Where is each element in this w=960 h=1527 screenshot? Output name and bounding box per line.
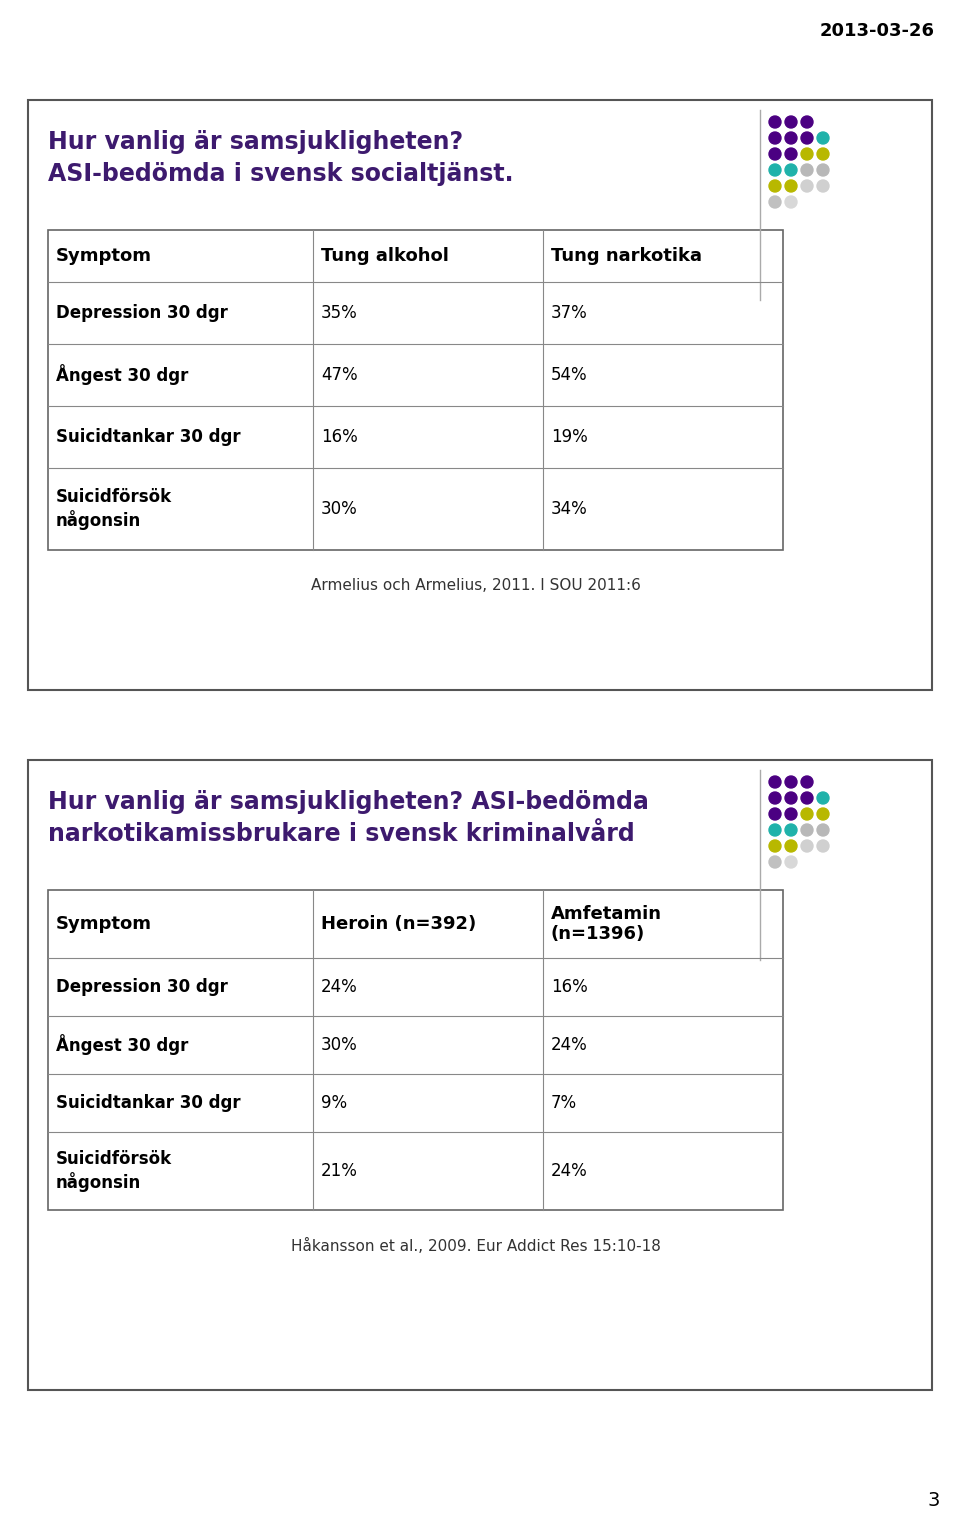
- Text: 3: 3: [927, 1490, 940, 1510]
- Text: 54%: 54%: [551, 366, 588, 383]
- Circle shape: [817, 148, 829, 160]
- Circle shape: [801, 148, 813, 160]
- Text: Ångest 30 dgr: Ångest 30 dgr: [56, 365, 188, 385]
- Circle shape: [785, 776, 797, 788]
- Text: narkotikamissbrukare i svensk kriminalvård: narkotikamissbrukare i svensk kriminalvå…: [48, 822, 635, 846]
- Circle shape: [769, 840, 781, 852]
- Text: 34%: 34%: [551, 499, 588, 518]
- Circle shape: [769, 180, 781, 192]
- Circle shape: [785, 840, 797, 852]
- Circle shape: [801, 808, 813, 820]
- Text: Tung alkohol: Tung alkohol: [321, 247, 449, 266]
- Text: 24%: 24%: [321, 977, 358, 996]
- Circle shape: [769, 163, 781, 176]
- Circle shape: [785, 857, 797, 867]
- Circle shape: [801, 825, 813, 835]
- Text: 30%: 30%: [321, 1035, 358, 1054]
- Text: 19%: 19%: [551, 428, 588, 446]
- Circle shape: [817, 163, 829, 176]
- Text: 9%: 9%: [321, 1093, 348, 1112]
- Text: 30%: 30%: [321, 499, 358, 518]
- Text: 16%: 16%: [551, 977, 588, 996]
- Text: Symptom: Symptom: [56, 247, 152, 266]
- Text: 7%: 7%: [551, 1093, 577, 1112]
- Text: ASI-bedömda i svensk socialtjänst.: ASI-bedömda i svensk socialtjänst.: [48, 162, 514, 186]
- Text: Tung narkotika: Tung narkotika: [551, 247, 702, 266]
- Text: 47%: 47%: [321, 366, 358, 383]
- Text: 37%: 37%: [551, 304, 588, 322]
- Circle shape: [801, 163, 813, 176]
- Text: 2013-03-26: 2013-03-26: [820, 21, 935, 40]
- Circle shape: [769, 195, 781, 208]
- Circle shape: [785, 163, 797, 176]
- Circle shape: [817, 808, 829, 820]
- FancyBboxPatch shape: [28, 99, 932, 690]
- Circle shape: [801, 776, 813, 788]
- Text: Depression 30 dgr: Depression 30 dgr: [56, 977, 228, 996]
- Circle shape: [817, 825, 829, 835]
- Text: Håkansson et al., 2009. Eur Addict Res 15:10-18: Håkansson et al., 2009. Eur Addict Res 1…: [291, 1238, 660, 1254]
- Text: Armelius och Armelius, 2011. I SOU 2011:6: Armelius och Armelius, 2011. I SOU 2011:…: [311, 579, 640, 592]
- FancyBboxPatch shape: [28, 760, 932, 1390]
- Text: Depression 30 dgr: Depression 30 dgr: [56, 304, 228, 322]
- Text: Suicidtankar 30 dgr: Suicidtankar 30 dgr: [56, 1093, 241, 1112]
- Text: 24%: 24%: [551, 1162, 588, 1180]
- Circle shape: [817, 131, 829, 144]
- Text: Suicidförsök
någonsin: Suicidförsök någonsin: [56, 1150, 172, 1191]
- Circle shape: [769, 793, 781, 805]
- Text: Suicidtankar 30 dgr: Suicidtankar 30 dgr: [56, 428, 241, 446]
- Circle shape: [785, 808, 797, 820]
- Circle shape: [785, 825, 797, 835]
- Circle shape: [785, 180, 797, 192]
- FancyBboxPatch shape: [48, 231, 783, 550]
- Text: 24%: 24%: [551, 1035, 588, 1054]
- Text: 21%: 21%: [321, 1162, 358, 1180]
- Circle shape: [785, 131, 797, 144]
- Circle shape: [769, 131, 781, 144]
- Text: Amfetamin
(n=1396): Amfetamin (n=1396): [551, 904, 662, 944]
- Text: 35%: 35%: [321, 304, 358, 322]
- Circle shape: [801, 840, 813, 852]
- Circle shape: [801, 131, 813, 144]
- Text: Hur vanlig är samsjukligheten? ASI-bedömda: Hur vanlig är samsjukligheten? ASI-bedöm…: [48, 789, 649, 814]
- Circle shape: [769, 808, 781, 820]
- Circle shape: [817, 793, 829, 805]
- Circle shape: [801, 793, 813, 805]
- Circle shape: [769, 825, 781, 835]
- Text: Hur vanlig är samsjukligheten?: Hur vanlig är samsjukligheten?: [48, 130, 463, 154]
- Text: Ångest 30 dgr: Ångest 30 dgr: [56, 1034, 188, 1055]
- Circle shape: [769, 148, 781, 160]
- Circle shape: [769, 116, 781, 128]
- Text: 16%: 16%: [321, 428, 358, 446]
- Circle shape: [769, 857, 781, 867]
- FancyBboxPatch shape: [48, 890, 783, 1209]
- Circle shape: [801, 180, 813, 192]
- Circle shape: [785, 116, 797, 128]
- Text: Heroin (n=392): Heroin (n=392): [321, 915, 476, 933]
- Circle shape: [785, 793, 797, 805]
- Text: Suicidförsök
någonsin: Suicidförsök någonsin: [56, 489, 172, 530]
- Circle shape: [785, 148, 797, 160]
- Text: Symptom: Symptom: [56, 915, 152, 933]
- Circle shape: [817, 180, 829, 192]
- Circle shape: [801, 116, 813, 128]
- Circle shape: [769, 776, 781, 788]
- Circle shape: [785, 195, 797, 208]
- Circle shape: [817, 840, 829, 852]
